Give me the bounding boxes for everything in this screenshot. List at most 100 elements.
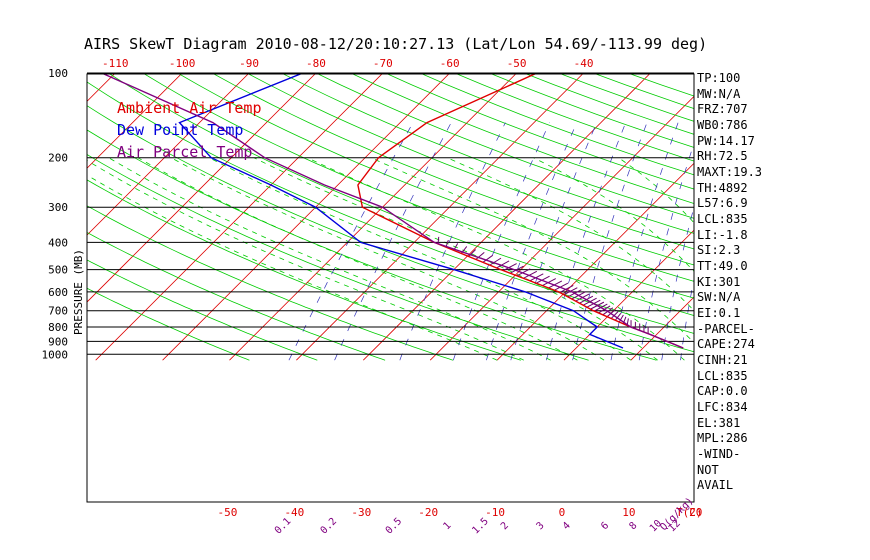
sounding-index-item: L57:6.9	[697, 196, 748, 211]
bottom-temp-tick-label: 20	[689, 506, 702, 519]
cape-hatch-line	[468, 249, 476, 257]
dry-adiabat-line	[213, 74, 694, 266]
sounding-index-item: KI:301	[697, 274, 741, 289]
pressure-tick-label: 400	[48, 236, 68, 249]
air-parcel-temp-line	[102, 74, 684, 349]
sounding-index-item: PW:14.17	[697, 133, 755, 148]
sounding-index-item: TH:4892	[697, 180, 748, 195]
chart-title: AIRS SkewT Diagram 2010-08-12/20:10:27.1…	[84, 35, 708, 53]
sounding-index-item: MAXT:19.3	[697, 164, 763, 179]
pressure-tick-label: 100	[48, 67, 68, 80]
isotherm-line	[87, 74, 249, 236]
dry-adiabat-line	[351, 74, 694, 204]
dry-adiabat-line	[87, 105, 694, 353]
cape-hatch-line	[618, 314, 624, 323]
isotherm-line	[95, 74, 383, 361]
sounding-index-item: MPL:286	[697, 431, 748, 446]
isotherm-line	[229, 74, 517, 361]
sounding-index-item: EL:381	[697, 415, 741, 430]
isotherm-line	[362, 74, 651, 361]
isotherm-line	[162, 74, 450, 361]
sounding-index-item: -WIND-	[697, 446, 741, 461]
bottom-temp-tick-label: 10	[622, 506, 635, 519]
top-temp-tick-label: -40	[574, 57, 594, 70]
dry-adiabat-line	[109, 74, 694, 316]
cape-hatch-line	[475, 252, 485, 260]
cape-hatch-line	[437, 236, 440, 244]
sounding-index-item: LI:-1.8	[697, 227, 748, 242]
dew-point-temp-line	[178, 74, 624, 349]
cape-hatch-line	[503, 263, 517, 272]
isotherm-line	[87, 74, 316, 303]
isobar-lines	[87, 72, 694, 355]
y-axis-label: PRESSURE (MB)	[72, 249, 85, 335]
top-temp-tick-label: -60	[440, 57, 460, 70]
cape-hatch-line	[509, 265, 524, 274]
dry-adiabat-line	[87, 259, 318, 361]
cape-hatch-line	[516, 268, 531, 277]
top-temp-tick-label: -110	[102, 57, 129, 70]
sounding-index-item: FRZ:707	[697, 102, 748, 117]
sounding-index-item: SI:2.3	[697, 243, 741, 258]
legend-air-parcel-temp: Air Parcel Temp	[117, 143, 253, 161]
pressure-tick-label: 500	[48, 264, 68, 277]
bottom-temp-tick-label: -30	[351, 506, 371, 519]
moist-adiabat-line	[87, 159, 524, 361]
dry-adiabat-line	[87, 81, 694, 334]
dry-adiabat-line	[143, 74, 694, 299]
dry-adiabat-line	[87, 179, 521, 361]
legend-ambient-air-temp: Ambient Air Temp	[117, 99, 262, 117]
sounding-index-item: CINH:21	[697, 352, 748, 367]
dry-adiabat-line	[317, 74, 694, 219]
dry-adiabat-line	[87, 205, 454, 361]
dry-adiabat-line	[87, 154, 589, 361]
sounding-index-item: CAP:0.0	[697, 384, 748, 399]
sounding-index-item: TP:100	[697, 71, 741, 85]
pressure-tick-label: 900	[48, 335, 68, 348]
temp-unit-label: T(C)	[676, 506, 703, 519]
top-temp-tick-label: -80	[306, 57, 326, 70]
pressure-tick-label: 700	[48, 305, 68, 318]
isotherm-line	[630, 296, 694, 361]
sounding-index-item: WB0:786	[697, 117, 748, 132]
top-temp-tick-label: -100	[169, 57, 196, 70]
sounding-index-item: NOT	[697, 462, 719, 477]
sounding-index-item: RH:72.5	[697, 149, 748, 164]
bottom-temp-tick-label: 0	[559, 506, 566, 519]
cape-hatch-line	[548, 280, 563, 289]
cape-hatch-line	[529, 273, 544, 282]
sounding-index-item: LCL:835	[697, 368, 748, 383]
moist-adiabat-line	[253, 157, 658, 361]
sounding-index-item: TT:49.0	[697, 258, 748, 273]
sounding-index-item: -PARCEL-	[697, 321, 755, 336]
pressure-tick-label: 300	[48, 201, 68, 214]
plot-frame	[86, 73, 695, 503]
dry-adiabat-line	[87, 129, 657, 361]
moist-adiabat-line	[87, 174, 498, 361]
cape-hatch-line	[614, 312, 622, 321]
pressure-tick-label: 200	[48, 152, 68, 165]
dry-adiabat-line	[282, 74, 694, 234]
cape-hatch-line	[610, 311, 619, 319]
top-temp-tick-label: -50	[507, 57, 527, 70]
isotherm-line	[87, 74, 182, 169]
dry-adiabat-line	[247, 74, 694, 250]
pressure-tick-label: 800	[48, 321, 68, 334]
sounding-index-item: SW:N/A	[697, 290, 741, 305]
pressure-tick-label: 1000	[42, 348, 69, 361]
cape-hatch-line	[496, 260, 510, 269]
bottom-temp-tick-label: -50	[218, 506, 238, 519]
legend-dew-point-temp: Dew Point Temp	[117, 121, 244, 139]
moist-adiabat-line	[306, 157, 685, 361]
isotherm-line	[296, 74, 584, 361]
bottom-temp-tick-label: -40	[284, 506, 304, 519]
sounding-series	[102, 74, 684, 349]
dry-adiabat-line	[178, 74, 694, 282]
cape-hatch-line	[542, 278, 557, 287]
dry-adiabat-line	[87, 231, 386, 361]
moist-adiabat-line	[209, 157, 632, 361]
cape-hatch-line	[482, 254, 494, 263]
pressure-tick-label: 600	[48, 286, 68, 299]
cape-hatch-line	[523, 270, 538, 279]
